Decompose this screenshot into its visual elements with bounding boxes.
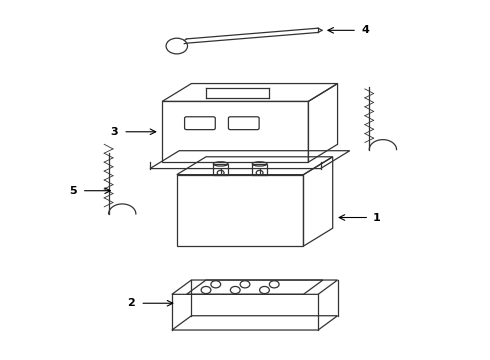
Text: 2: 2	[127, 298, 135, 308]
Text: 3: 3	[111, 127, 118, 137]
Text: 4: 4	[362, 25, 370, 35]
Text: 1: 1	[373, 212, 381, 222]
Text: 5: 5	[69, 186, 77, 196]
